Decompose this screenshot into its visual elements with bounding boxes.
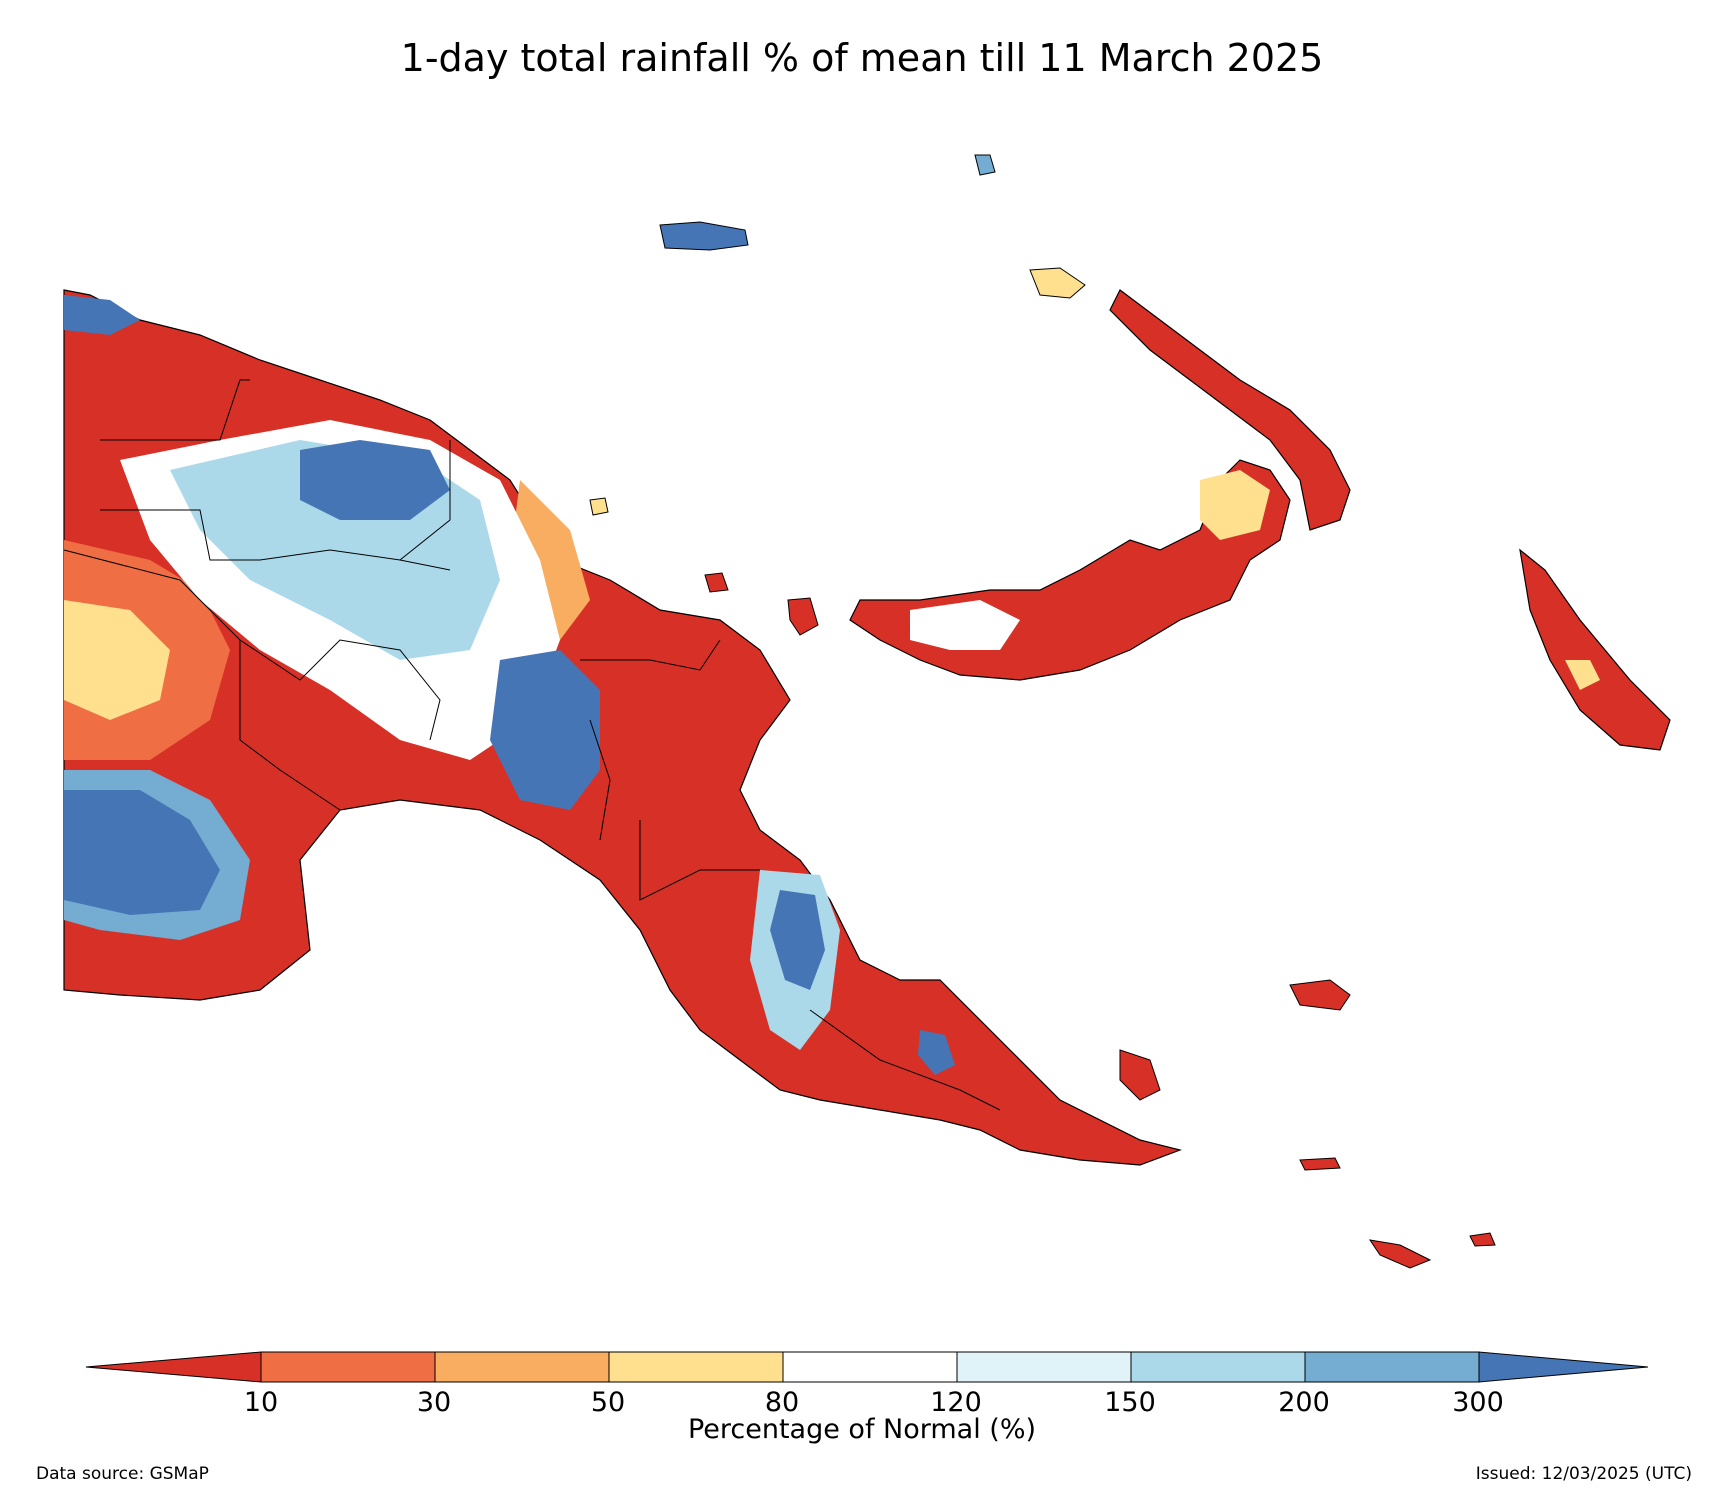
mussau-island	[974, 154, 996, 176]
zone-blue-north	[300, 440, 450, 520]
zone-blue-northwest	[64, 295, 140, 335]
issued-date: Issued: 12/03/2025 (UTC)	[1475, 1464, 1692, 1484]
colorbar-extend-low	[85, 1351, 262, 1383]
long-island	[704, 572, 729, 593]
karkar-island	[589, 497, 609, 516]
zone-blue-west	[64, 790, 220, 915]
new-britain-white	[910, 600, 1020, 650]
colorbar-tick-30: 30	[416, 1387, 452, 1418]
rossel-island	[1469, 1232, 1496, 1247]
woodlark-island	[1299, 1157, 1341, 1171]
zone-blue-east	[770, 890, 825, 990]
colorbar-extend-high	[1478, 1351, 1649, 1383]
colorbar-segment-150_200	[1130, 1351, 1306, 1383]
colorbar-tick-10: 10	[243, 1387, 279, 1418]
colorbar-segment-80_120	[782, 1351, 958, 1383]
zone-blue-tip	[918, 1030, 955, 1075]
goodenough-island	[1289, 979, 1351, 1011]
colorbar-segment-200_300	[1304, 1351, 1480, 1383]
colorbar-segment-120_150	[956, 1351, 1132, 1383]
zone-blue-central	[490, 650, 600, 810]
colorbar-tick-300: 300	[1452, 1387, 1504, 1418]
bougainville	[1519, 548, 1671, 751]
new-ireland	[1109, 289, 1351, 531]
colorbar-tick-120: 120	[930, 1387, 982, 1418]
data-source: Data source: GSMaP	[36, 1464, 209, 1484]
umboi-island	[787, 597, 819, 636]
bougainville-yellow	[1565, 660, 1600, 690]
new-britain-yellow	[1200, 470, 1270, 540]
colorbar-tick-50: 50	[590, 1387, 626, 1418]
manus-island	[659, 221, 749, 251]
map-title: 1-day total rainfall % of mean till 11 M…	[400, 36, 1324, 80]
colorbar-segment-10_30	[260, 1351, 436, 1383]
tagula-island	[1368, 1239, 1432, 1269]
colorbar-tick-80: 80	[764, 1387, 800, 1418]
colorbar-tick-150: 150	[1104, 1387, 1156, 1418]
province-borders	[63, 379, 1001, 1111]
colorbar-label: Percentage of Normal (%)	[687, 1414, 1037, 1445]
colorbar-tick-200: 200	[1278, 1387, 1330, 1418]
new-hanover	[1029, 267, 1086, 299]
normanby-island	[1119, 1049, 1161, 1101]
colorbar-segment-50_80	[608, 1351, 784, 1383]
colorbar-segment-30_50	[434, 1351, 610, 1383]
zone-yellow-west	[64, 600, 170, 720]
